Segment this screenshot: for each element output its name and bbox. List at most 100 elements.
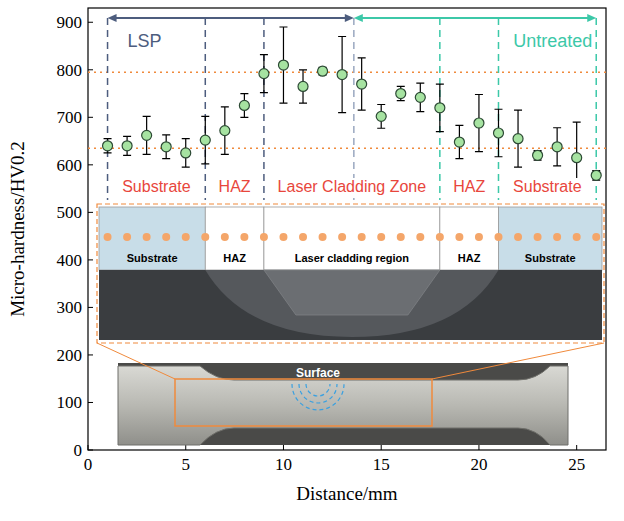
label-patch bbox=[511, 178, 584, 195]
y-tick bbox=[88, 450, 93, 451]
data-point bbox=[200, 135, 210, 145]
arrow-head bbox=[345, 14, 354, 22]
zone-boundary bbox=[107, 18, 109, 200]
y-tick-label: 400 bbox=[57, 251, 83, 270]
data-point bbox=[103, 141, 113, 151]
y-axis-title: Micro-hardness/HV0.2 bbox=[7, 141, 28, 317]
indent-dot bbox=[358, 233, 366, 241]
y-tick-label: 200 bbox=[57, 346, 83, 365]
x-tick bbox=[381, 445, 382, 450]
indent-dot bbox=[397, 233, 405, 241]
error-bar bbox=[182, 139, 190, 168]
data-point bbox=[181, 148, 191, 158]
indent-dot bbox=[416, 233, 424, 241]
error-bar bbox=[221, 107, 229, 155]
x-tick bbox=[576, 445, 577, 450]
photo-background bbox=[118, 363, 568, 445]
indent-dot bbox=[534, 233, 542, 241]
y-tick bbox=[88, 164, 93, 165]
label-patch bbox=[451, 178, 487, 195]
y-tick-label: 500 bbox=[57, 203, 83, 222]
treatment-label: LSP bbox=[128, 31, 162, 51]
data-point bbox=[435, 103, 445, 113]
data-point bbox=[259, 69, 269, 79]
y-tick bbox=[88, 69, 93, 70]
data-point bbox=[454, 137, 464, 147]
error-bar bbox=[279, 27, 287, 103]
error-bar bbox=[201, 116, 209, 164]
error-bar bbox=[104, 139, 112, 153]
indent-dot bbox=[279, 233, 287, 241]
data-point bbox=[337, 70, 347, 80]
arrow-head bbox=[587, 14, 596, 22]
indent-dot bbox=[319, 233, 327, 241]
indent-dot bbox=[475, 233, 483, 241]
error-bar bbox=[436, 84, 444, 132]
connector bbox=[432, 343, 604, 379]
zone-label: Substrate bbox=[122, 178, 191, 195]
error-bar bbox=[494, 109, 502, 157]
indent-dot bbox=[201, 233, 209, 241]
data-point bbox=[357, 79, 367, 89]
label-patch bbox=[217, 178, 253, 195]
x-tick-label: 5 bbox=[181, 455, 190, 474]
y-tick-label: 300 bbox=[57, 298, 83, 317]
indent-dot bbox=[221, 233, 229, 241]
schematic: SubstrateHAZLaser cladding regionHAZSubs… bbox=[97, 204, 604, 343]
zone-boundary bbox=[263, 18, 265, 200]
schematic-haz bbox=[205, 270, 498, 337]
data-point bbox=[493, 128, 503, 138]
untreated-arrow bbox=[354, 14, 596, 22]
indent-dot bbox=[514, 233, 522, 241]
error-bar bbox=[475, 94, 483, 151]
error-bar bbox=[416, 83, 424, 112]
indent-dot bbox=[162, 233, 170, 241]
error-bar bbox=[534, 151, 542, 161]
schematic-label: Substrate bbox=[525, 252, 576, 264]
zone-boundary bbox=[205, 18, 207, 200]
treatment-split bbox=[353, 18, 355, 200]
data-point bbox=[376, 111, 386, 121]
error-bar bbox=[240, 94, 248, 118]
zone-label: Substrate bbox=[513, 178, 582, 195]
schematic-zone bbox=[498, 207, 602, 270]
error-bar bbox=[299, 70, 307, 103]
indent-dot bbox=[494, 233, 502, 241]
y-tick-label: 100 bbox=[57, 393, 83, 412]
indent-dot bbox=[123, 233, 131, 241]
data-point bbox=[415, 92, 425, 102]
data-point bbox=[122, 141, 132, 151]
error-bar bbox=[123, 136, 131, 155]
y-tick-label: 900 bbox=[57, 13, 83, 32]
y-tick bbox=[88, 307, 93, 308]
x-tick bbox=[185, 445, 186, 450]
indent-dot bbox=[143, 233, 151, 241]
y-tick bbox=[88, 22, 93, 23]
schematic-base bbox=[99, 270, 602, 340]
schematic-label: HAZ bbox=[223, 252, 246, 264]
schematic-zone bbox=[440, 207, 499, 270]
indent-dot bbox=[573, 233, 581, 241]
x-tick bbox=[88, 445, 89, 450]
error-bar bbox=[553, 128, 561, 166]
data-point bbox=[396, 89, 406, 99]
inset-frame bbox=[97, 204, 604, 343]
plot-frame bbox=[88, 8, 606, 450]
photo-label: Surface bbox=[296, 366, 340, 380]
indent-dot bbox=[260, 233, 268, 241]
error-bar bbox=[260, 55, 268, 93]
error-bar bbox=[358, 58, 366, 110]
data-point bbox=[239, 100, 249, 110]
data-point bbox=[533, 150, 543, 160]
x-axis-title: Distance/mm bbox=[296, 483, 398, 504]
label-patch bbox=[120, 178, 193, 195]
y-tick-label: 0 bbox=[74, 441, 83, 460]
error-bar bbox=[592, 171, 600, 181]
schematic-cladding bbox=[264, 270, 440, 315]
data-point bbox=[318, 66, 328, 76]
x-tick-label: 25 bbox=[568, 455, 585, 474]
indent-dot bbox=[436, 233, 444, 241]
y-tick bbox=[88, 402, 93, 403]
x-tick-label: 10 bbox=[275, 455, 292, 474]
y-tick bbox=[88, 354, 93, 355]
